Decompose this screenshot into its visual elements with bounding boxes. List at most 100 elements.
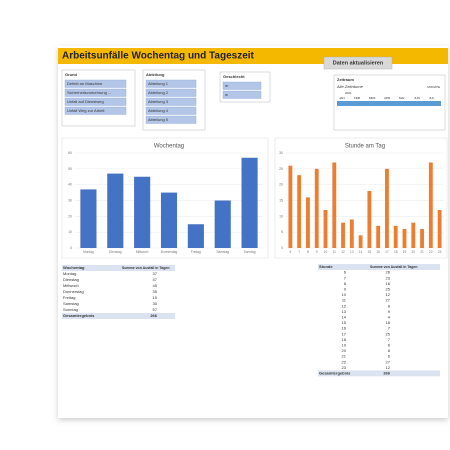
table-row-label: 21 bbox=[342, 354, 347, 359]
x-tick-label: 23 bbox=[438, 250, 442, 254]
table-header: Stunde bbox=[319, 264, 333, 269]
x-tick-label: 7 bbox=[298, 250, 300, 254]
table-header-bg bbox=[62, 265, 175, 271]
table-row-label: 20 bbox=[342, 348, 347, 353]
bar bbox=[241, 157, 258, 248]
slicer-item-label[interactable]: m bbox=[225, 83, 229, 88]
table-row-label: 10 bbox=[342, 292, 347, 297]
slicer-item[interactable] bbox=[145, 88, 197, 97]
table-value: 25 bbox=[386, 331, 391, 336]
table-value: 8 bbox=[388, 303, 391, 308]
table-total: 266 bbox=[150, 313, 157, 318]
chart-title: Stunde am Tag bbox=[345, 144, 385, 150]
slicer-item[interactable] bbox=[145, 97, 197, 106]
y-tick-label: 10 bbox=[279, 214, 283, 218]
y-tick-label: 60 bbox=[68, 151, 72, 155]
table-value: 23 bbox=[386, 275, 391, 280]
slicer-item[interactable] bbox=[222, 81, 262, 90]
table-row-label: Donnerstag bbox=[63, 289, 84, 294]
x-tick-label: Montag bbox=[83, 250, 94, 254]
slicer-item-label[interactable]: Sicherheitsvorkehrung ... bbox=[67, 90, 111, 95]
bar bbox=[358, 235, 363, 248]
table-header-bg bbox=[318, 264, 440, 270]
button-label[interactable]: Daten aktualisieren bbox=[333, 60, 384, 66]
slicer-item[interactable] bbox=[64, 79, 127, 88]
slicer-item-label[interactable]: Unfall auf Dienstweg bbox=[67, 99, 104, 104]
slicer-item-label[interactable]: Abteilung 1 bbox=[148, 81, 169, 86]
table-row-label: Sonntag bbox=[63, 307, 78, 312]
slicer-item-label[interactable]: Defekt an Maschine bbox=[67, 81, 103, 86]
slicer-item-label[interactable]: Unfall Weg zur Arbeit bbox=[67, 108, 105, 113]
table-value: 7 bbox=[388, 337, 391, 342]
bar bbox=[332, 162, 337, 248]
table-value: 57 bbox=[153, 307, 158, 312]
slicer-item[interactable] bbox=[64, 88, 127, 97]
x-tick-label: 20 bbox=[412, 250, 416, 254]
table-total-bg bbox=[62, 313, 175, 319]
slicer-item-label[interactable]: Abteilung 4 bbox=[148, 108, 169, 113]
bar bbox=[306, 197, 310, 248]
bar bbox=[323, 210, 328, 248]
table-total-label: Gesamtergebnis bbox=[319, 370, 351, 375]
table-value: 25 bbox=[386, 286, 391, 291]
table-row-label: 13 bbox=[342, 309, 347, 314]
x-tick-label: Freitag bbox=[191, 250, 201, 254]
x-tick-label: 16 bbox=[376, 250, 380, 254]
table-value: 26 bbox=[386, 270, 391, 275]
x-tick-label: Sonntag bbox=[244, 250, 256, 254]
slicer-item[interactable] bbox=[64, 97, 127, 106]
table-row-label: 11 bbox=[342, 298, 347, 303]
table-value: 9 bbox=[388, 309, 391, 314]
table-value: 30 bbox=[153, 301, 158, 306]
timeline-month: APR bbox=[384, 96, 391, 100]
slicer-item-label[interactable]: Abteilung 2 bbox=[148, 90, 169, 95]
slicer-item-label[interactable]: Abteilung 5 bbox=[148, 117, 169, 122]
y-tick-label: 30 bbox=[279, 151, 283, 155]
bar bbox=[349, 219, 354, 248]
table-value: 18 bbox=[386, 320, 391, 325]
table-value: 27 bbox=[386, 298, 391, 303]
table-value: 35 bbox=[153, 289, 158, 294]
table-row-label: Mittwoch bbox=[63, 283, 79, 288]
slicer-title: Geschlecht bbox=[223, 74, 245, 79]
slicer-item[interactable] bbox=[145, 106, 197, 115]
title: Arbeitsunfälle Wochentag und Tageszeit bbox=[62, 51, 255, 62]
table-row-label: 9 bbox=[344, 286, 347, 291]
table-value: 27 bbox=[386, 359, 391, 364]
x-tick-label: Donnerstag bbox=[161, 250, 178, 254]
table-value: 8 bbox=[388, 348, 391, 353]
timeline-unit: MONATE bbox=[427, 85, 440, 89]
timeline-month: JUL bbox=[429, 96, 435, 100]
y-tick-label: 25 bbox=[279, 167, 283, 171]
bar bbox=[402, 229, 407, 248]
slicer-item[interactable] bbox=[222, 90, 262, 99]
timeline-month: MRZ bbox=[369, 96, 376, 100]
table-total: 266 bbox=[383, 370, 390, 375]
table-value: 47 bbox=[153, 277, 158, 282]
slicer-item[interactable] bbox=[64, 106, 127, 115]
x-tick-label: 21 bbox=[420, 250, 424, 254]
table-row-label: 16 bbox=[342, 326, 347, 331]
y-tick-label: 50 bbox=[68, 167, 72, 171]
table-row-label: 6 bbox=[344, 270, 347, 275]
table-header: Summe von Ausfall in Tagen bbox=[370, 265, 417, 269]
x-tick-label: Mittwoch bbox=[136, 250, 149, 254]
slicer-item[interactable] bbox=[145, 115, 197, 124]
slicer-item-label[interactable]: Abteilung 3 bbox=[148, 99, 169, 104]
table-header: Wochentag bbox=[63, 265, 85, 270]
table-header: Summe von Ausfall in Tagen bbox=[122, 266, 169, 270]
slicer-item[interactable] bbox=[145, 79, 197, 88]
chart-title: Wochentag bbox=[154, 144, 184, 150]
slicer-item-label[interactable]: w bbox=[225, 92, 228, 97]
table-row-label: 12 bbox=[342, 303, 347, 308]
y-tick-label: 0 bbox=[281, 246, 283, 250]
timeline-subtitle: Alle Zeiträume bbox=[336, 84, 364, 89]
y-tick-label: 0 bbox=[70, 246, 72, 250]
timeline-bar[interactable] bbox=[337, 101, 441, 106]
y-tick-label: 5 bbox=[281, 230, 283, 234]
y-tick-label: 15 bbox=[279, 198, 283, 202]
table-value: 6 bbox=[388, 342, 391, 347]
table-row-label: 22 bbox=[342, 359, 347, 364]
timeline-month: JUN bbox=[414, 96, 420, 100]
refresh-button[interactable] bbox=[323, 56, 393, 70]
